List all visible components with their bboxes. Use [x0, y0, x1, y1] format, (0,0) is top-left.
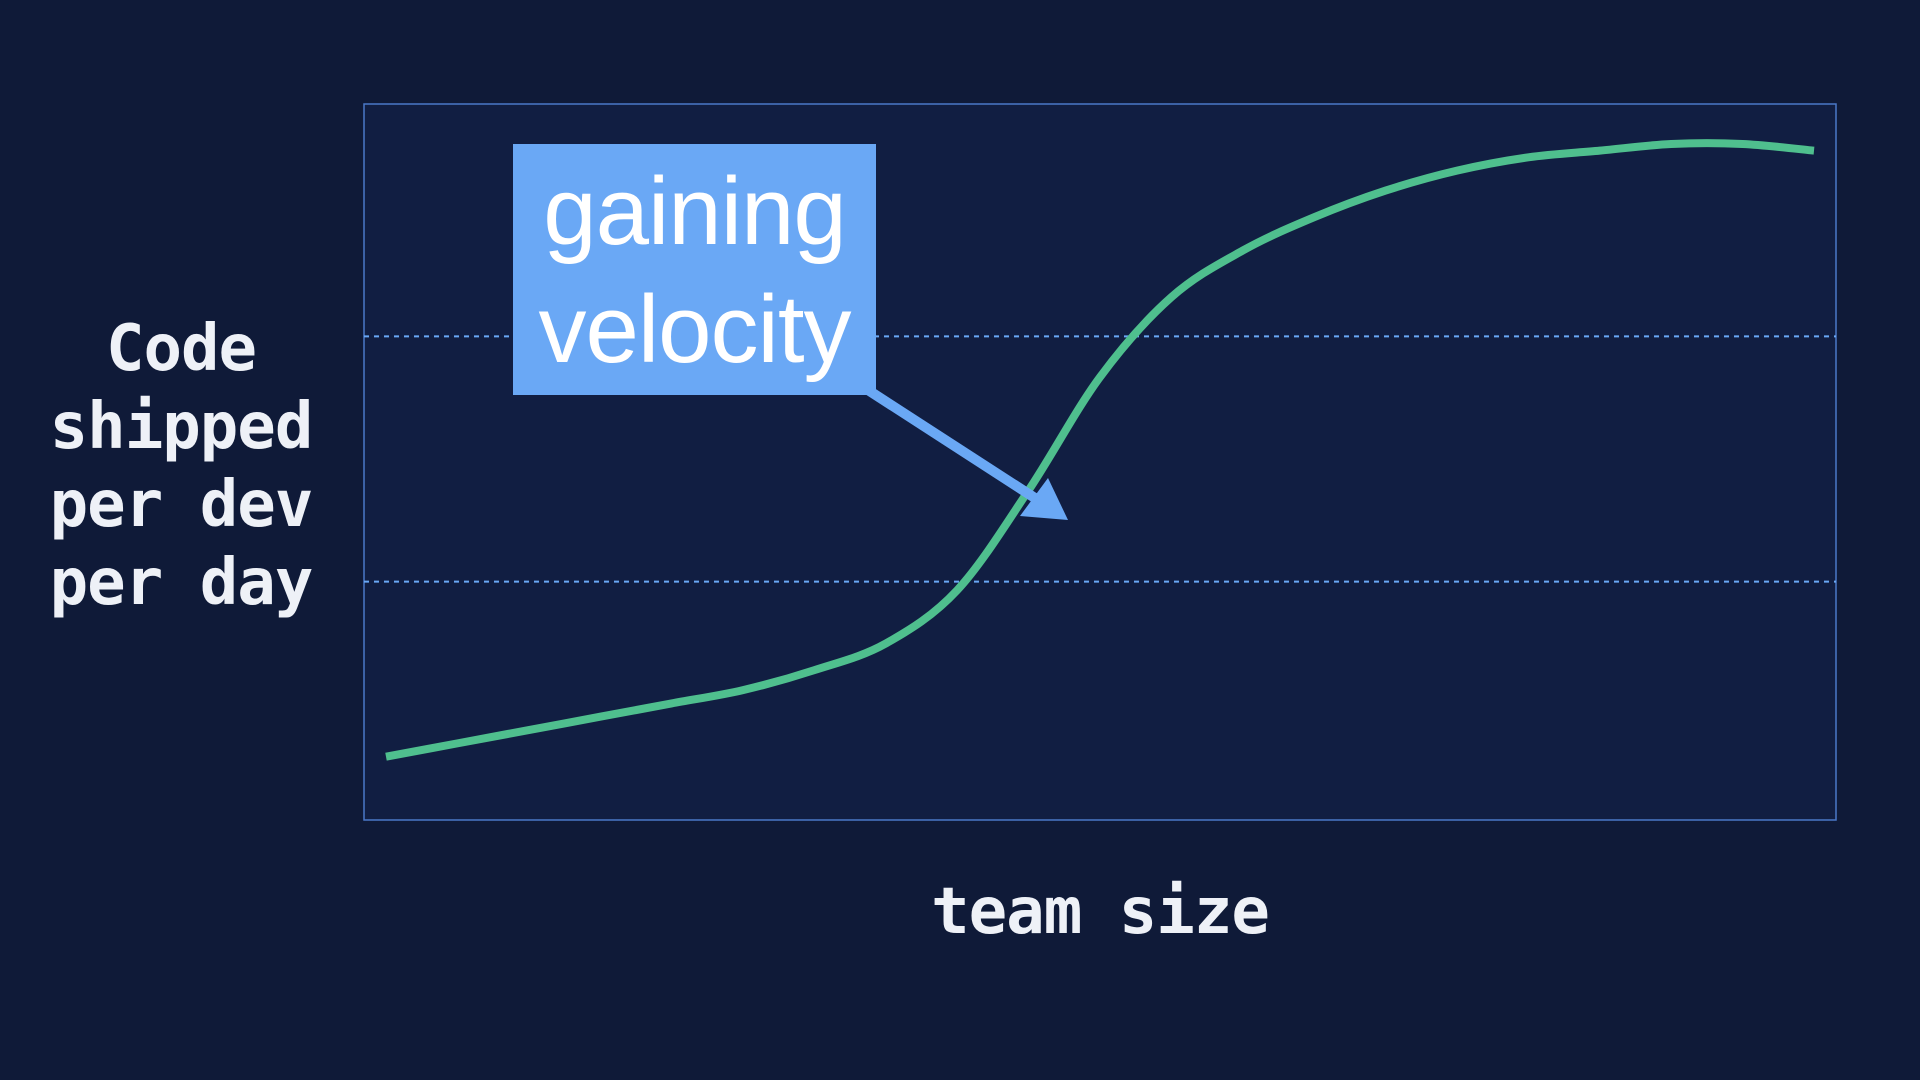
annotation-arrow-shaft	[865, 385, 1041, 505]
annotation-arrow-head	[1020, 478, 1068, 520]
y-axis-label-line: per dev	[49, 468, 314, 542]
y-axis-label-line: Code	[105, 312, 257, 386]
series-line	[385, 139, 1815, 761]
annotation-text: gaining	[543, 158, 847, 265]
y-axis-label: Code shipped per dev per day	[20, 310, 342, 622]
y-axis-label-line: shipped	[49, 390, 314, 464]
annotation-box: gaining velocity	[513, 144, 876, 395]
annotation-text: velocity	[538, 276, 851, 383]
x-axis-label: team size	[931, 875, 1270, 949]
annotation-arrow	[865, 385, 1068, 520]
y-axis-label-line: per day	[49, 546, 314, 620]
